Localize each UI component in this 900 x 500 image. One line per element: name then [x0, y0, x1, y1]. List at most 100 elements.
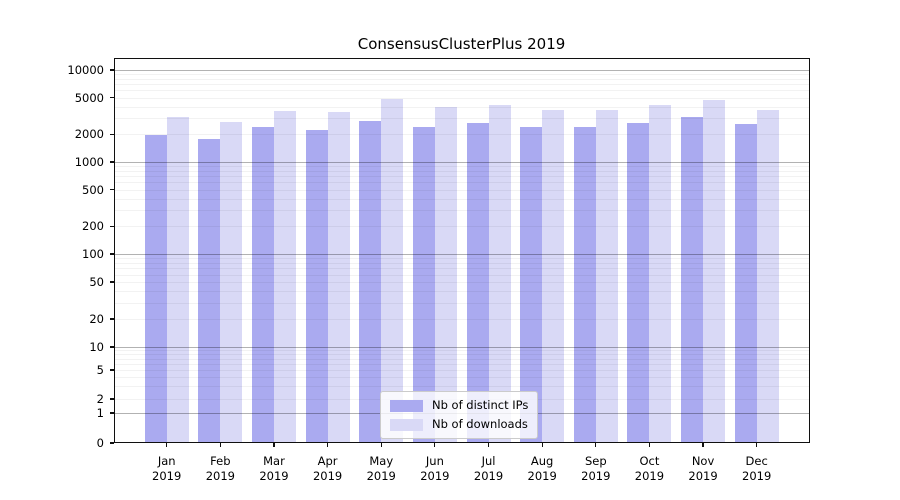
x-tick-label: May 2019	[349, 454, 413, 484]
x-tick-month: Feb	[210, 454, 231, 468]
bar-downloads-apr	[327, 112, 350, 443]
bar-distinct-ips-apr	[305, 130, 328, 443]
x-tick-year: 2019	[688, 468, 718, 483]
bar-distinct-ips-oct	[627, 123, 650, 443]
bar-downloads-aug	[542, 109, 565, 443]
x-tick-mark	[434, 443, 436, 447]
bar-distinct-ips-nov	[681, 116, 704, 443]
x-tick-mark	[595, 443, 597, 447]
x-tick-year: 2019	[473, 468, 504, 483]
chart-title: ConsensusClusterPlus 2019	[357, 35, 566, 53]
y-tick-mark	[109, 398, 114, 400]
x-tick-label: Mar 2019	[242, 454, 306, 484]
bars-layer	[114, 58, 811, 443]
bar-distinct-ips-mar	[251, 127, 274, 443]
y-tick-label: 1	[96, 406, 104, 420]
x-tick-mark	[648, 443, 650, 447]
bar-distinct-ips-aug	[520, 127, 543, 443]
x-tick-month: Apr	[317, 454, 338, 468]
x-tick-year: 2019	[420, 468, 450, 483]
plot-area	[113, 58, 811, 443]
bar-distinct-ips-jun	[412, 126, 435, 443]
x-tick-month: Mar	[263, 454, 285, 468]
y-tick-label: 10000	[67, 63, 104, 77]
bar-distinct-ips-feb	[198, 138, 221, 443]
y-tick-label: 100	[82, 247, 104, 261]
legend-label: Nb of distinct IPs	[432, 398, 529, 412]
y-tick-mark	[109, 189, 114, 191]
x-tick-month: Jan	[157, 454, 176, 468]
y-tick-mark	[109, 133, 114, 135]
x-tick-year: 2019	[742, 468, 772, 483]
x-tick-year: 2019	[152, 468, 182, 483]
bar-distinct-ips-sep	[573, 127, 596, 443]
y-tick-label: 500	[82, 182, 104, 197]
legend-swatch-distinct-ips	[390, 399, 423, 412]
bar-distinct-ips-jan	[144, 135, 167, 443]
y-tick-label: 2000	[74, 127, 104, 142]
x-tick-year: 2019	[581, 468, 611, 483]
y-tick-label: 50	[89, 274, 104, 289]
y-tick-label: 5	[96, 363, 104, 377]
x-tick-year: 2019	[205, 468, 235, 483]
x-tick-month: Nov	[691, 454, 715, 468]
x-tick-month: Jul	[481, 454, 496, 468]
y-tick-mark	[109, 369, 114, 371]
y-tick-mark	[109, 97, 114, 99]
x-tick-label: Jul 2019	[457, 454, 521, 484]
x-tick-mark	[756, 443, 758, 447]
x-tick-label: Nov 2019	[671, 454, 735, 484]
x-tick-year: 2019	[527, 468, 557, 483]
x-tick-month: Aug	[530, 454, 554, 468]
legend-label: Nb of downloads	[432, 417, 528, 431]
y-tick-mark	[109, 161, 114, 163]
x-tick-month: Oct	[639, 454, 660, 468]
legend: Nb of distinct IPs Nb of downloads	[380, 391, 539, 439]
x-tick-mark	[541, 443, 543, 447]
bar-distinct-ips-may	[359, 120, 382, 443]
bar-downloads-mar	[273, 111, 296, 443]
y-tick-mark	[109, 412, 114, 414]
y-tick-label: 20	[89, 312, 104, 326]
x-tick-year: 2019	[312, 468, 343, 483]
y-tick-label: 5000	[74, 90, 104, 105]
bar-downloads-jan	[166, 116, 189, 443]
bar-downloads-feb	[220, 122, 243, 443]
x-tick-month: Dec	[745, 454, 768, 468]
bar-downloads-dec	[756, 110, 779, 443]
x-tick-label: Apr 2019	[296, 454, 360, 484]
y-tick-mark	[109, 69, 114, 71]
bar-distinct-ips-dec	[734, 123, 757, 443]
x-tick-label: Aug 2019	[510, 454, 574, 484]
bar-distinct-ips-jul	[466, 123, 489, 443]
y-tick-label: 0	[96, 436, 104, 450]
y-tick-label: 2	[96, 392, 104, 406]
y-tick-label: 200	[82, 219, 104, 234]
x-tick-label: Feb 2019	[188, 454, 252, 484]
y-tick-label: 10	[89, 340, 104, 354]
bar-downloads-nov	[703, 100, 726, 443]
x-tick-month: May	[369, 454, 394, 468]
bar-downloads-sep	[595, 110, 618, 443]
x-tick-mark	[487, 443, 490, 447]
bar-downloads-jun	[434, 106, 457, 443]
x-tick-mark	[702, 443, 704, 447]
legend-item: Nb of downloads	[390, 417, 528, 432]
bar-downloads-oct	[649, 105, 672, 443]
x-tick-mark	[273, 443, 275, 447]
x-tick-label: Jun 2019	[403, 454, 467, 484]
y-tick-label: 1000	[74, 155, 104, 169]
x-tick-label: Oct 2019	[617, 454, 681, 484]
x-tick-month: Sep	[584, 454, 607, 468]
x-tick-mark	[166, 443, 168, 447]
x-tick-mark	[380, 443, 382, 447]
x-tick-label: Dec 2019	[725, 454, 789, 484]
x-tick-year: 2019	[366, 468, 396, 483]
x-tick-year: 2019	[259, 468, 289, 483]
legend-item: Nb of distinct IPs	[390, 398, 528, 413]
legend-swatch-downloads	[390, 418, 423, 431]
y-tick-mark	[109, 253, 114, 255]
x-tick-mark	[327, 443, 329, 447]
y-tick-mark	[109, 318, 114, 320]
